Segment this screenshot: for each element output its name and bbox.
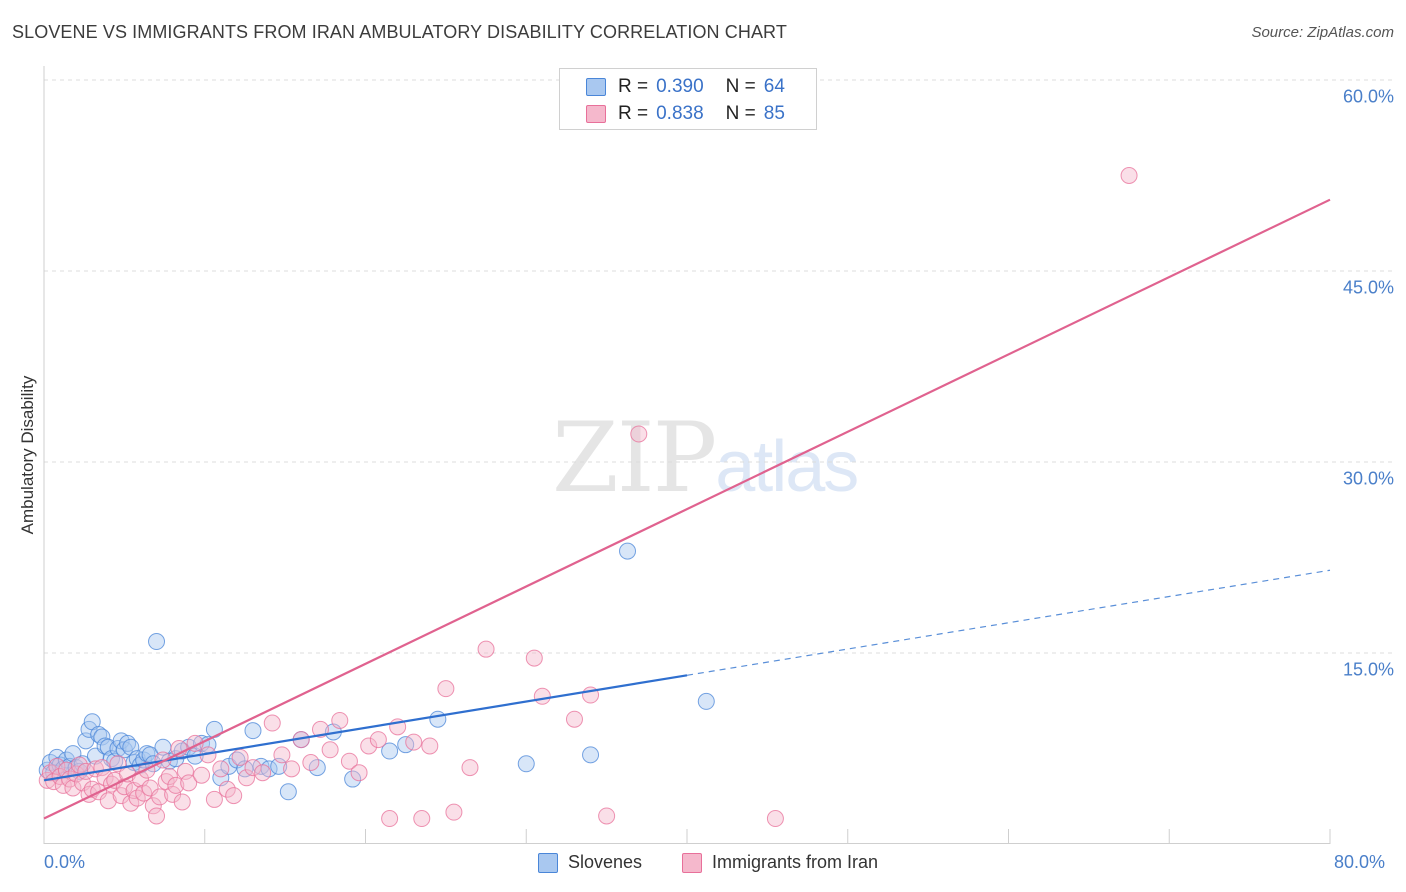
iran-point: [405, 733, 423, 751]
iran-point: [167, 776, 185, 794]
iran-point: [273, 746, 291, 764]
iran-point: [244, 759, 262, 777]
iran-point: [413, 810, 431, 828]
iran-point: [144, 797, 162, 815]
iran-point: [525, 649, 543, 667]
legend-row-iran: R = 0.838 N = 85: [586, 101, 785, 127]
iran-point: [369, 731, 387, 749]
legend-row-slovenes: R = 0.390 N = 64: [586, 74, 785, 100]
iran-trend-line: [43, 198, 1331, 820]
iran-point: [48, 757, 66, 775]
iran-point: [445, 803, 463, 821]
iran-point: [151, 788, 169, 806]
iran-point: [148, 807, 166, 825]
iran-point: [212, 760, 230, 778]
r-label: R =: [618, 76, 649, 97]
slovenes-point: [517, 755, 535, 773]
iran-point: [218, 780, 236, 798]
legend-label: Immigrants from Iran: [712, 852, 879, 872]
slovenes-point: [344, 770, 362, 788]
iran-point: [598, 807, 616, 825]
slovenes-point: [381, 742, 399, 760]
watermark-zip: ZIP: [552, 402, 717, 514]
legend-item-slovenes[interactable]: Slovenes: [538, 852, 642, 873]
iran-point: [99, 792, 117, 810]
iran-point: [263, 714, 281, 732]
iran-point: [477, 640, 495, 658]
slovenes-point: [93, 728, 111, 746]
slovenes-swatch: [538, 852, 558, 873]
slovenes-point: [244, 722, 262, 740]
iran-point: [360, 737, 378, 755]
iran-point: [254, 764, 272, 782]
iran-point: [350, 764, 368, 782]
slovenes-trend-line: [43, 674, 688, 782]
x-tick-label: 0.0%: [44, 852, 86, 872]
iran-point: [302, 754, 320, 772]
iran-point: [225, 787, 243, 805]
iran-point: [461, 759, 479, 777]
n-value: 85: [763, 103, 785, 124]
iran-point: [321, 741, 339, 759]
iran-swatch: [682, 852, 702, 873]
y-tick-label: 15.0%: [1342, 659, 1394, 680]
iran-point: [193, 766, 211, 784]
legend-item-iran[interactable]: Immigrants from Iran: [682, 852, 878, 873]
n-label: N =: [725, 103, 756, 124]
slovenes-point: [429, 710, 447, 728]
iran-point: [160, 768, 178, 786]
iran-point: [533, 687, 551, 705]
iran-point: [238, 769, 256, 787]
iran-point: [331, 711, 349, 729]
iran-point: [205, 790, 223, 808]
slovenes-point: [270, 757, 288, 775]
slovenes-trend-line-extrapolated: [686, 569, 1331, 676]
slovenes-point: [697, 692, 715, 710]
iran-point: [58, 761, 76, 779]
watermark-atlas: atlas: [715, 427, 859, 507]
slovenes-point: [619, 542, 637, 560]
iran-point: [437, 680, 455, 698]
y-tick-label: 30.0%: [1342, 468, 1394, 489]
legend-label: Slovenes: [568, 852, 643, 872]
iran-point: [766, 810, 784, 828]
correlation-legend: R = 0.390 N = 64 R = 0.838 N = 85: [559, 68, 817, 130]
n-label: N =: [725, 76, 756, 97]
r-label: R =: [618, 103, 649, 124]
iran-point: [283, 760, 301, 778]
iran-point: [421, 737, 439, 755]
slovenes-point: [279, 783, 297, 801]
n-value: 64: [763, 76, 785, 97]
chart-title: SLOVENE VS IMMIGRANTS FROM IRAN AMBULATO…: [12, 22, 787, 42]
source-credit: Source: ZipAtlas.com: [1251, 24, 1394, 41]
slovenes-point: [582, 746, 600, 764]
watermark: ZIPatlas: [552, 402, 859, 514]
iran-point: [173, 793, 191, 811]
y-tick-label: 60.0%: [1342, 86, 1394, 107]
iran-point: [381, 810, 399, 828]
x-tick-label: 80.0%: [1334, 852, 1386, 872]
iran-point: [340, 752, 358, 770]
y-tick-label: 45.0%: [1342, 277, 1394, 298]
iran-point: [70, 756, 88, 774]
iran-point: [1120, 167, 1138, 184]
iran-point: [180, 774, 198, 792]
iran-point: [176, 762, 194, 780]
slovenes-point: [148, 633, 166, 651]
iran-point: [630, 425, 648, 443]
iran-point: [141, 779, 159, 797]
iran-point: [565, 710, 583, 728]
slovenes-swatch: [586, 78, 606, 96]
r-value: 0.390: [656, 76, 704, 97]
r-value: 0.838: [656, 103, 704, 124]
iran-point: [231, 748, 249, 766]
iran-swatch: [586, 105, 606, 123]
iran-point: [64, 779, 82, 797]
